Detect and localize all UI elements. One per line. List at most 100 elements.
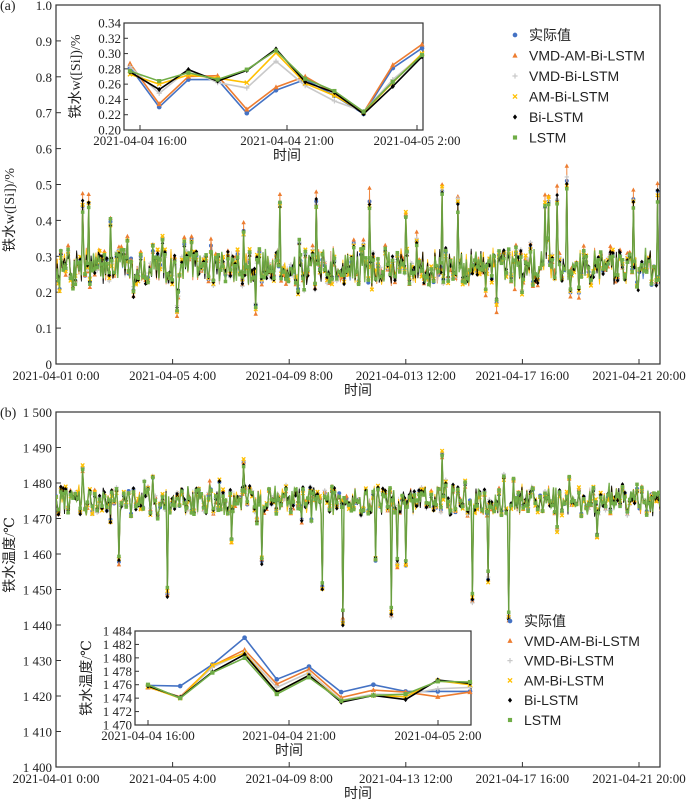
data-point (337, 495, 341, 499)
inset-data-point (361, 109, 366, 114)
legend-marker-x-icon (507, 677, 513, 683)
data-point (611, 254, 615, 259)
legend-label: Bi-LSTM (524, 692, 578, 708)
data-point (630, 494, 634, 498)
data-point (201, 262, 206, 266)
data-point (226, 249, 230, 255)
data-point (172, 253, 177, 258)
data-point (310, 243, 315, 248)
data-point (482, 265, 487, 269)
data-point (562, 267, 567, 271)
data-point (310, 491, 315, 496)
data-point (460, 504, 465, 509)
data-point (90, 511, 95, 517)
data-point (284, 277, 288, 282)
data-point (557, 490, 562, 494)
data-point (335, 506, 339, 511)
data-point (567, 269, 571, 273)
legend-a: 实际值 VMD-AM-Bi-LSTM VMD-Bi-LSTM AM-Bi-LSTM Bi… (512, 27, 645, 146)
data-point (397, 270, 402, 274)
data-point (255, 521, 259, 526)
legend-label: LSTM (529, 130, 566, 146)
data-point (637, 267, 642, 271)
data-point (562, 501, 567, 506)
data-point (341, 623, 345, 628)
data-point (412, 489, 417, 494)
data-point (153, 498, 158, 503)
data-point (596, 258, 601, 262)
data-point (565, 181, 569, 187)
data-point (439, 184, 445, 189)
data-point (369, 287, 375, 292)
data-point (373, 277, 378, 281)
data-point (504, 270, 509, 275)
data-point (598, 490, 603, 495)
data-point (86, 200, 91, 205)
data-point (274, 512, 279, 516)
inset-data-point (274, 684, 280, 690)
data-point (189, 511, 194, 515)
inset-data-point (339, 698, 344, 703)
data-point (427, 501, 431, 505)
data-point (228, 273, 233, 279)
data-point (356, 282, 361, 287)
data-point (584, 254, 588, 259)
data-point (594, 260, 598, 264)
inset-data-point (435, 686, 441, 692)
data-point (61, 268, 66, 272)
data-point (240, 488, 245, 493)
data-point (555, 202, 559, 206)
inset-data-point (127, 69, 133, 74)
data-point (608, 243, 613, 249)
data-point (446, 496, 450, 501)
inset-y-tick-label: 1 484 (103, 624, 133, 639)
data-point (102, 253, 107, 257)
data-point (448, 508, 453, 513)
inset-data-point (419, 41, 425, 47)
data-point (424, 275, 429, 280)
inset-data-point (273, 58, 279, 64)
data-point (545, 236, 550, 240)
inset-data-point (435, 689, 441, 694)
data-point (229, 540, 234, 545)
data-point (463, 281, 467, 285)
data-point (521, 277, 525, 282)
data-point (581, 497, 586, 501)
data-point (473, 258, 477, 262)
inset-data-point (242, 655, 247, 660)
data-point (252, 266, 257, 271)
data-point (535, 280, 540, 286)
data-point (129, 260, 133, 264)
data-point (92, 492, 97, 496)
data-point (279, 503, 283, 507)
data-point (83, 507, 87, 512)
data-point (63, 272, 68, 277)
data-point (83, 272, 87, 276)
inset-data-point (306, 675, 312, 680)
data-point (371, 489, 375, 494)
data-point (283, 281, 289, 286)
data-point (68, 276, 73, 281)
data-point (554, 529, 560, 535)
data-point (477, 267, 482, 271)
inset-y-tick-label: 1 470 (103, 718, 132, 733)
legend-marker-square-icon (512, 135, 518, 140)
data-point (465, 277, 470, 281)
inset-data-point (371, 682, 376, 688)
data-point (458, 498, 463, 503)
data-point (172, 506, 177, 512)
y-tick-label: 1.0 (36, 0, 52, 13)
data-point (371, 258, 375, 262)
data-point (109, 490, 114, 495)
x-tick-label: 2021-04-05 4:00 (129, 771, 216, 786)
data-point (509, 503, 513, 508)
data-point (142, 479, 147, 484)
data-point (296, 289, 300, 293)
inset-series-LSTM (127, 48, 425, 114)
data-point (114, 252, 119, 256)
data-point (199, 492, 204, 496)
data-point (347, 503, 351, 507)
data-point (431, 501, 436, 506)
data-point (269, 269, 274, 274)
inset-data-point (244, 80, 250, 86)
